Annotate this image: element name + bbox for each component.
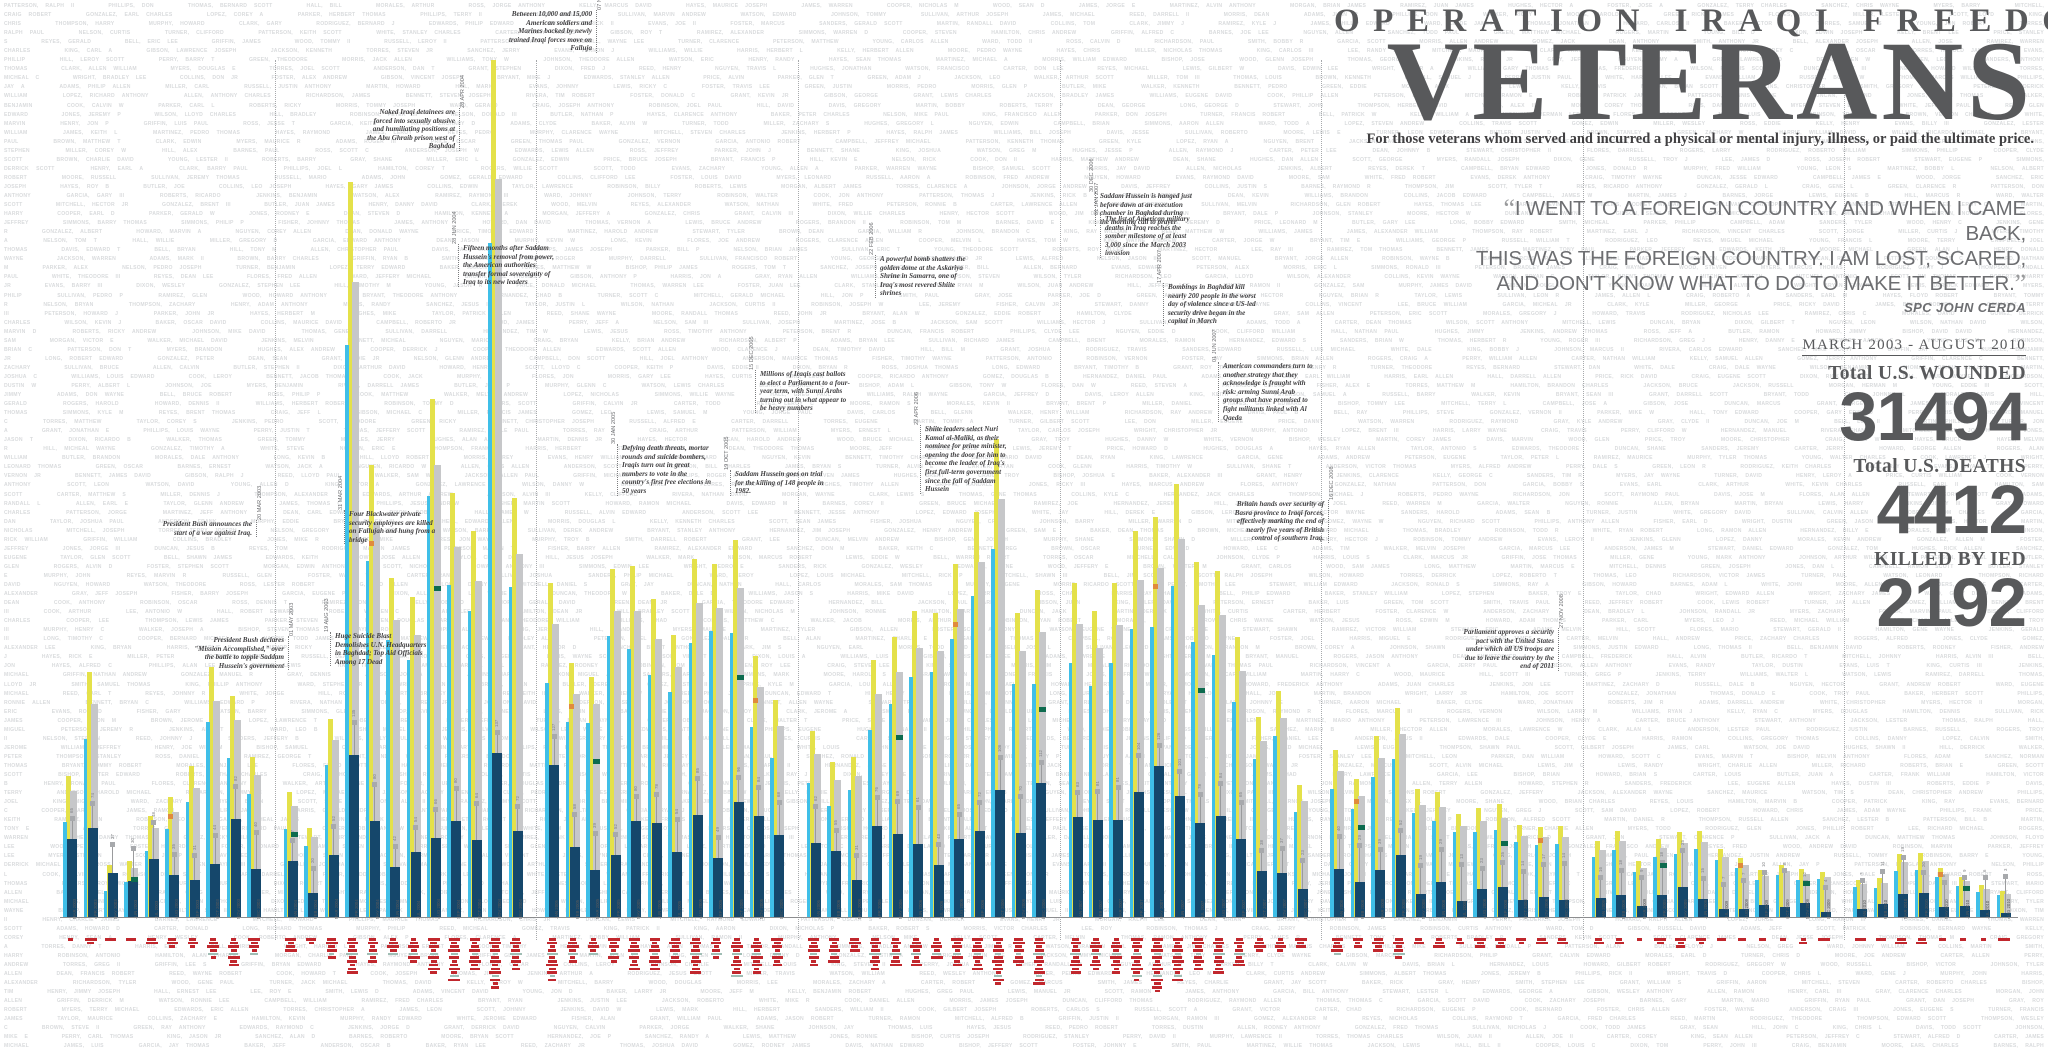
- annotation-callout: Fifteen months after Saddam Hussein's re…: [452, 211, 555, 287]
- annotation-callout: American commanders turn to another stra…: [1212, 329, 1315, 423]
- veteran-quote: “I WENT TO A FOREIGN COUNTRY AND WHEN I …: [1446, 196, 2027, 316]
- stat-wounded-label: Total U.S. WOUNDED: [1828, 363, 2026, 384]
- stat-ied: KILLED BY IED 2192: [1606, 549, 2028, 641]
- annotation-date: 20 MAR 2003: [257, 485, 263, 520]
- annotation-text: Naked Iraqi detainees are forced into se…: [367, 108, 455, 151]
- stat-ied-value: 2192: [1876, 564, 2028, 641]
- close-quote-icon: ”: [2014, 269, 2027, 298]
- annotation-callout: Naked Iraqi detainees are forced into se…: [363, 75, 466, 151]
- annotation-text: Defying death threats, mortar rounds and…: [622, 444, 712, 495]
- page-subtitle: For those veterans whom served and incur…: [1366, 131, 2034, 147]
- annotation-callout: Huge Suicide Blast Demolishes U.N. Headq…: [324, 598, 427, 667]
- annotation-date: 19 AUG 2003: [324, 598, 330, 632]
- stat-wounded-value: 31494: [1839, 378, 2027, 455]
- annotation-date: 27 NOV 2008: [1559, 594, 1565, 628]
- quote-line-1: “I WENT TO A FOREIGN COUNTRY AND WHEN I …: [1446, 196, 2026, 246]
- annotation-text: Millions of Iraqis cast ballots to elect…: [760, 370, 850, 413]
- annotation-text: President Bush announces the start of a …: [162, 520, 252, 537]
- quote-text-line1: I WENT TO A FOREIGN COUNTRY AND WHEN I C…: [1514, 197, 2026, 245]
- annotation-text: Britain hands over security of Basra pro…: [1234, 500, 1324, 543]
- annotation-callout: Parliament approves a security pact with…: [1462, 594, 1565, 671]
- quote-line-2: THIS WAS THE FOREIGN COUNTRY. I AM LOST,…: [1475, 247, 2026, 270]
- annotation-text: Parliament approves a security pact with…: [1463, 628, 1554, 671]
- annotation-callout: President Bush announces the start of a …: [160, 486, 263, 538]
- quote-line-3: AND DON'T KNOW WHAT TO DO TO MAKE IT BET…: [1446, 269, 2027, 298]
- annotation-text: American commanders turn to another stra…: [1223, 362, 1313, 422]
- annotation-callout: Defying death threats, mortar rounds and…: [611, 412, 714, 496]
- quote-attribution: SPC JOHN CERDA: [1904, 300, 2026, 315]
- chart-baseline: [60, 917, 2018, 918]
- annotation-callout: The list of American military deaths in …: [1094, 183, 1197, 258]
- annotation-date: 07 NOV 2004: [596, 0, 605, 10]
- annotation-date: 28 APR 2004: [460, 75, 466, 108]
- statistics-panel: MARCH 2003 - AUGUST 2010 Total U.S. WOUN…: [1606, 336, 2028, 642]
- annotation-text: Fifteen months after Saddam Hussein's re…: [463, 244, 555, 287]
- annotation-date: 22 APR 2006: [914, 392, 920, 425]
- annotation-text: Saddam Hussein goes on trial for the kil…: [735, 470, 824, 496]
- annotation-date: 19 OCT 2005: [724, 436, 730, 470]
- annotation-callout: Between 10,000 and 15,000 American soldi…: [500, 0, 603, 53]
- annotation-callout: Shiite leaders select Nuri Kamal al-Mali…: [914, 392, 1017, 494]
- date-range-label: MARCH 2003 - AUGUST 2010: [1802, 337, 2026, 356]
- annotation-text: Four Blackwater private security employe…: [349, 510, 436, 544]
- annotation-callout: Four Blackwater private security employe…: [338, 476, 441, 545]
- annotation-callout: Millions of Iraqis cast ballots to elect…: [749, 336, 852, 413]
- annotation-text: Bombings in Baghdad kill nearly 200 peop…: [1168, 283, 1256, 326]
- annotation-date: 16 DEC 2008: [1329, 466, 1335, 500]
- annotation-date: 22 FEB 2006: [869, 222, 875, 255]
- annotation-date: 17 APR 2007: [1157, 250, 1163, 283]
- annotation-text: Shiite leaders select Nuri Kamal al-Mali…: [925, 425, 1007, 494]
- stat-wounded: Total U.S. WOUNDED 31494: [1606, 363, 2027, 455]
- annotation-date: 15 DEC 2005: [749, 336, 755, 370]
- annotation-text: President Bush declares "Mission Accompl…: [194, 636, 284, 670]
- quote-text-line3: AND DON'T KNOW WHAT TO DO TO MAKE IT BET…: [1496, 272, 2015, 295]
- annotation-text: Huge Suicide Blast Demolishes U.N. Headq…: [335, 632, 427, 666]
- stat-deaths: Total U.S. DEATHS 4412: [1606, 456, 2028, 548]
- page-title: VETERANS: [1386, 19, 2034, 144]
- annotation-callout: Britain hands over security of Basra pro…: [1232, 466, 1335, 543]
- annotation-date: 01 JAN 2007: [1094, 182, 1100, 215]
- operation-title: OPERATION IRAQI FREEDOM: [1334, 3, 2048, 39]
- annotation-callout: Saddam Hussein goes on trial for the kil…: [724, 437, 827, 496]
- annotation-date: 31 MAR 2004: [338, 475, 344, 510]
- annotation-date: 01 JUN 2007: [1212, 329, 1218, 362]
- annotation-date: 28 JUN 2004: [452, 211, 458, 244]
- annotation-text: A powerful bomb shatters the golden dome…: [880, 255, 966, 298]
- annotation-text: Saddam Hussein is hanged just before daw…: [1100, 192, 1192, 226]
- open-quote-icon: “: [1503, 194, 1515, 223]
- annotation-callout: A powerful bomb shatters the golden dome…: [869, 222, 972, 298]
- annotation-date: 30 JAN 2005: [611, 411, 617, 444]
- annotation-callout: Bombings in Baghdad kill nearly 200 peop…: [1157, 250, 1260, 326]
- stat-deaths-value: 4412: [1876, 471, 2028, 548]
- annotation-text: The list of American military deaths in …: [1105, 215, 1190, 258]
- annotation-callout: Saddam Hussein is hanged just before daw…: [1089, 158, 1192, 227]
- page-header: OPERATION IRAQI FREEDOM VETERANS For tho…: [1334, 4, 2048, 148]
- annotation-date: 01 MAY 2003: [289, 602, 295, 636]
- annotation-callout: President Bush declares "Mission Accompl…: [192, 603, 295, 671]
- annotation-text: Between 10,000 and 15,000 American soldi…: [508, 10, 592, 53]
- stat-ied-label: KILLED BY IED: [1874, 549, 2026, 570]
- stat-deaths-label: Total U.S. DEATHS: [1853, 456, 2026, 477]
